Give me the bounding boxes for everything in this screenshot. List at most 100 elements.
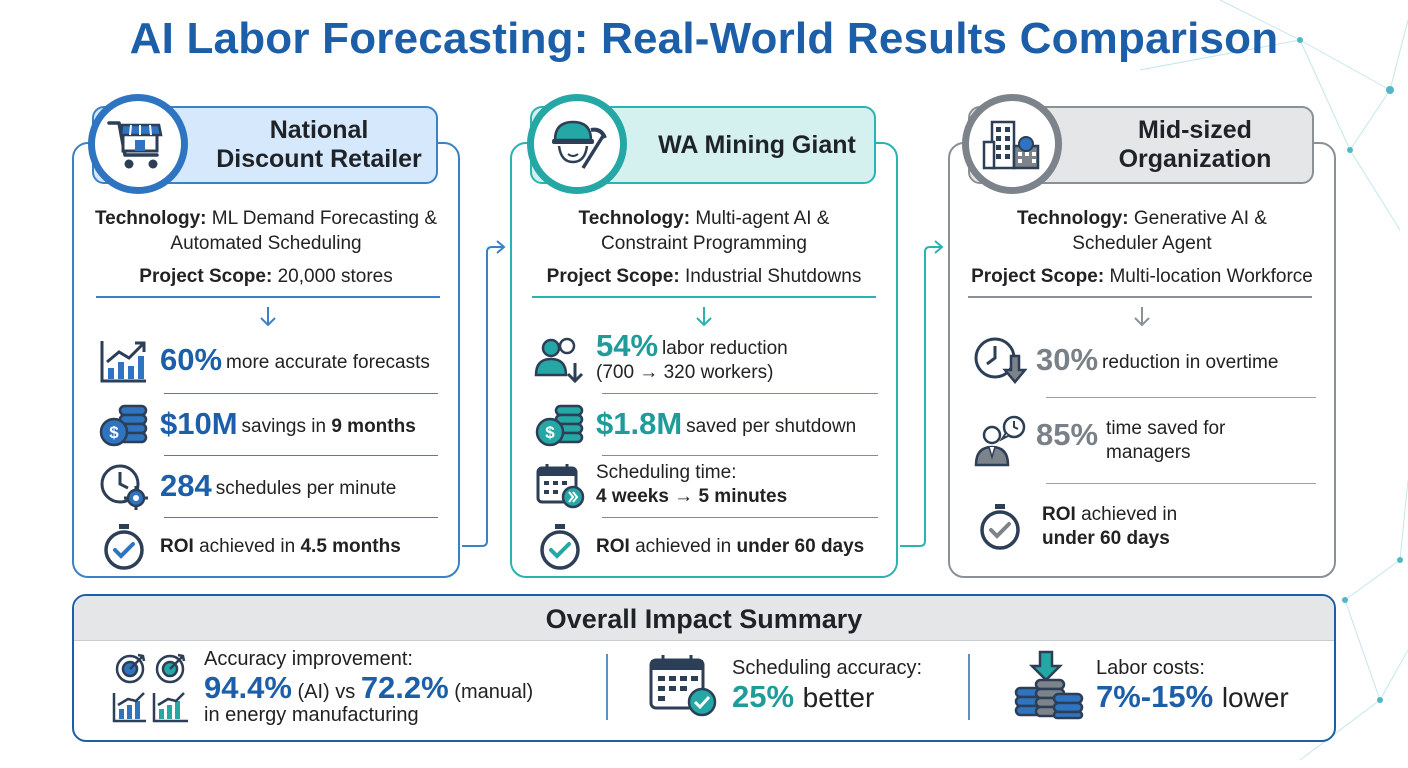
metric-value: 60% (160, 341, 223, 377)
metric-value: 284 (160, 467, 212, 503)
card-title: National Discount Retailer (216, 116, 422, 173)
metric-row: 284 schedules per minute (94, 462, 396, 512)
metric-text: achieved in (635, 536, 732, 557)
scope-label: Project Scope: (546, 266, 680, 287)
metric-text: achieved in (199, 536, 296, 557)
metric-text: schedules per minute (215, 477, 397, 499)
clock-gear-icon (94, 462, 154, 512)
metric-value: 85% (1036, 417, 1099, 452)
svg-text:$: $ (545, 423, 555, 442)
stopwatch-check-icon (94, 522, 154, 572)
technology-label: Technology: (94, 208, 207, 229)
metric-separator (1046, 397, 1316, 398)
metric-separator (602, 393, 878, 394)
dollar-coins-icon: $ (530, 400, 590, 450)
metric-row: $ $10M savings in 9 months (94, 400, 416, 450)
metric-text: achieved in (1081, 504, 1178, 525)
metric-text: labor reduction (662, 338, 788, 359)
summary-mid-a: (AI) vs (297, 681, 356, 703)
metric-bold-lead: ROI (596, 536, 630, 557)
metric-row: 54% labor reduction (700 → 320 workers) (530, 330, 788, 385)
store-cart-icon (88, 94, 188, 194)
svg-text:$: $ (109, 423, 119, 442)
summary-value-ai: 94.4% (204, 670, 292, 705)
scope-value: 20,000 stores (277, 266, 393, 287)
summary-label: Accuracy improvement: (204, 648, 413, 670)
technology-value: ML Demand Forecasting & Automated Schedu… (170, 208, 438, 254)
summary-value: 7%-15% (1096, 678, 1214, 714)
summary-mid-b: (manual) (454, 681, 534, 703)
dollar-coins-icon: $ (94, 400, 154, 450)
metric-value: 54% (596, 328, 659, 363)
calendar-check-icon (649, 655, 717, 717)
metric-sub: managers (1106, 442, 1191, 463)
metric-value: $10M (160, 405, 238, 441)
divider (968, 296, 1312, 298)
metric-bold: under 60 days (1042, 528, 1170, 549)
targets-charts-icon (112, 653, 188, 722)
metric-bold-lead: ROI (160, 536, 194, 557)
card-title: WA Mining Giant (658, 130, 856, 159)
metric-row: Scheduling time: 4 weeks → 5 minutes (530, 460, 787, 510)
manager-clock-icon (970, 415, 1030, 467)
stopwatch-check-icon (970, 502, 1030, 552)
metric-row: $ $1.8M saved per shutdown (530, 400, 856, 450)
metric-bold-lead: ROI (1042, 504, 1076, 525)
arrow-down-icon (1134, 307, 1150, 327)
metric-text: reduction in overtime (1102, 351, 1279, 373)
summary-item-accuracy: Accuracy improvement: 94.4% (AI) vs 72.2… (110, 648, 533, 727)
summary-label: Scheduling accuracy: (732, 656, 923, 679)
metric-separator (602, 517, 878, 518)
coins-down-icon (1014, 650, 1084, 720)
metric-text: Scheduling time: (596, 462, 737, 483)
clock-down-icon (970, 336, 1030, 386)
metric-row: ROI achieved in under 60 days (530, 522, 864, 572)
card-meta: Technology: Multi-agent AI & Constraint … (510, 206, 898, 289)
summary-value-manual: 72.2% (360, 670, 449, 705)
technology-label: Technology: (1017, 208, 1129, 229)
metric-row: ROI achieved in 4.5 months (94, 522, 401, 572)
scope-value: Industrial Shutdowns (684, 266, 862, 287)
metric-separator (1046, 483, 1316, 484)
metric-row: 85% time saved for managers (970, 415, 1226, 467)
arrow-down-icon (260, 307, 276, 327)
arrow-down-icon (696, 307, 712, 327)
technology-value: Generative AI & Scheduler Agent (1072, 208, 1267, 254)
summary-value: 25% (732, 678, 795, 714)
summary-item-scheduling: Scheduling accuracy: 25% better (648, 652, 922, 718)
scope-label: Project Scope: (971, 266, 1105, 287)
metric-separator (602, 455, 878, 456)
metric-separator (164, 455, 438, 456)
summary-suffix: lower (1221, 681, 1289, 713)
technology-value: Multi-agent AI & Constraint Programming (601, 208, 830, 254)
impact-summary-panel: Overall Impact Summary Accuracy improvem… (72, 594, 1336, 742)
page-title: AI Labor Forecasting: Real-World Results… (129, 14, 1279, 63)
calendar-fast-icon (530, 460, 590, 510)
growth-chart-icon (94, 336, 154, 386)
miner-helmet-pickaxe-icon (527, 94, 627, 194)
summary-suffix: better (802, 681, 875, 713)
summary-label: Labor costs: (1096, 656, 1205, 679)
metric-bold: under 60 days (736, 536, 865, 557)
card-wa-mining-giant (510, 142, 898, 578)
metric-separator (164, 517, 438, 518)
metric-separator (164, 393, 438, 394)
metric-value: $1.8M (596, 405, 683, 441)
metric-value: 30% (1036, 341, 1099, 377)
technology-label: Technology: (578, 208, 691, 229)
metric-bold: 4 weeks → 5 minutes (596, 486, 788, 507)
stopwatch-check-icon (530, 522, 590, 572)
scope-label: Project Scope: (139, 266, 273, 287)
summary-item-labor-costs: Labor costs: 7%-15% lower (1014, 650, 1289, 720)
card-meta: Technology: Generative AI & Scheduler Ag… (948, 206, 1336, 289)
workers-down-icon (530, 335, 590, 385)
summary-separator (606, 654, 608, 720)
summary-title: Overall Impact Summary (74, 596, 1334, 641)
summary-note: in energy manufacturing (204, 704, 419, 726)
metric-text: saved per shutdown (686, 415, 857, 437)
metric-text: time saved for (1106, 418, 1226, 439)
metric-text: savings in (241, 415, 327, 437)
office-buildings-icon (962, 94, 1062, 194)
metric-bold: 4.5 months (300, 536, 401, 557)
